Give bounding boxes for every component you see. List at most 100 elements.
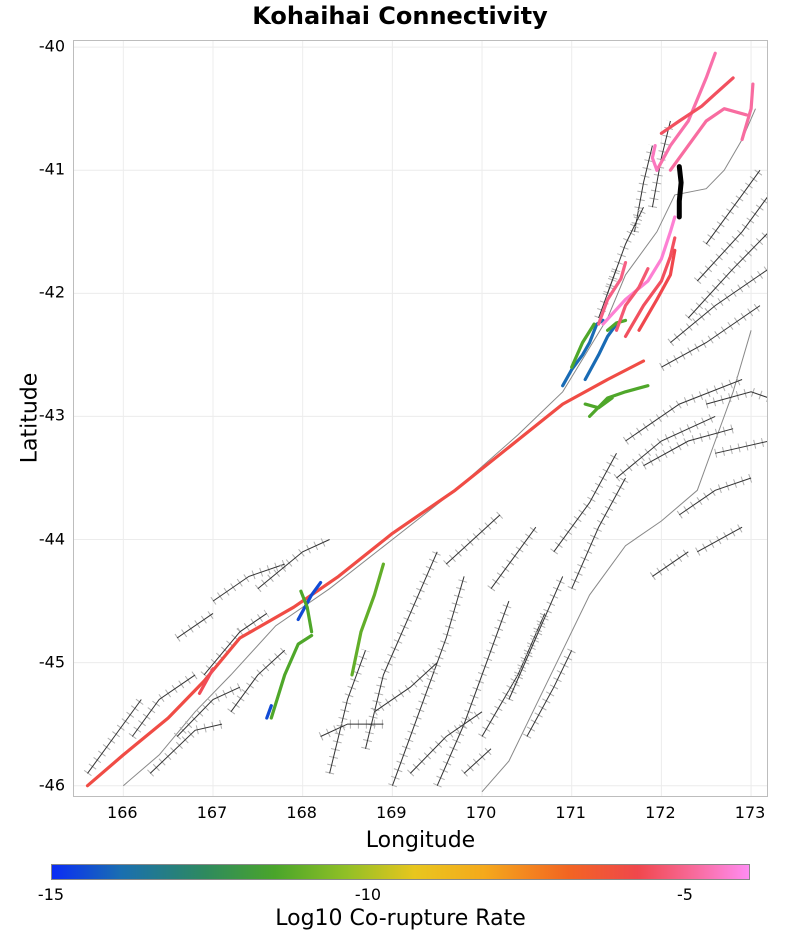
rupture-segment-5[interactable]	[350, 562, 385, 677]
x-tick-label: 173	[734, 803, 766, 822]
background-fault-29	[706, 391, 767, 405]
y-tick-label: -45	[38, 652, 65, 672]
selected-fault-layer	[676, 164, 684, 220]
rupture-segment-3[interactable]	[269, 633, 314, 720]
background-fault-26	[679, 477, 752, 516]
colorbar-tick-min: -15	[37, 885, 65, 904]
background-fault-2	[176, 686, 241, 737]
gridlines	[74, 41, 767, 796]
background-fault-22	[651, 120, 671, 208]
background-fault-35	[87, 699, 142, 774]
rupture-segment-7[interactable]	[588, 384, 650, 418]
background-fault-5	[391, 576, 465, 786]
rupture-segment-18[interactable]	[655, 51, 717, 172]
rupture-segment-1[interactable]	[197, 667, 215, 695]
background-fault-13	[553, 453, 617, 553]
rupture-segment-19[interactable]	[659, 76, 735, 135]
background-fault-14	[616, 415, 716, 479]
y-tick-label: -43	[38, 405, 65, 425]
x-tick-label: 166	[107, 803, 138, 822]
map-plot-area[interactable]	[73, 40, 768, 797]
background-fault-10	[409, 711, 483, 774]
fault-section-outline-16	[641, 424, 735, 470]
rupture-segment-2[interactable]	[296, 581, 323, 622]
fault-section-outline-13	[550, 451, 621, 555]
rupture-segment-13[interactable]	[601, 215, 677, 326]
background-fault-40	[320, 723, 384, 737]
east-coast-line	[481, 330, 752, 793]
colorbar-tick-max: -5	[677, 885, 693, 904]
background-fault-20	[696, 196, 767, 282]
rupture-segment-14[interactable]	[614, 267, 650, 332]
background-fault-39	[463, 748, 492, 774]
x-tick-label: 170	[465, 803, 497, 822]
rupture-segment-9[interactable]	[561, 318, 605, 388]
background-faults-layer	[83, 119, 767, 788]
background-fault-9	[329, 650, 366, 774]
y-tick-label: -46	[38, 775, 65, 795]
x-tick-label: 168	[286, 803, 317, 822]
background-fault-28	[652, 551, 689, 577]
background-fault-7	[481, 613, 546, 737]
rupture-segment-0[interactable]	[85, 359, 646, 788]
y-tick-label: -42	[38, 282, 65, 302]
background-fault-11	[374, 662, 438, 713]
colorbar-label: Log10 Co-rupture Rate	[275, 906, 526, 931]
background-fault-8	[508, 576, 564, 700]
colorbar-tick-mid: -10	[354, 885, 382, 904]
background-fault-25	[598, 268, 617, 319]
rupture-segment-22[interactable]	[650, 144, 659, 172]
rupture-segment-11[interactable]	[570, 322, 596, 369]
fault-section-outline-14	[613, 412, 718, 482]
x-tick-label: 171	[555, 803, 586, 822]
rupture-segment-8[interactable]	[583, 396, 614, 410]
coastline-line	[122, 108, 756, 787]
fault-section-outline-6	[433, 599, 514, 788]
map-title: Kohaihai Connectivity	[252, 2, 548, 30]
background-fault-37	[490, 526, 537, 589]
x-tick-label: 169	[376, 803, 407, 822]
background-fault-32	[212, 563, 285, 602]
y-tick-label: -40	[38, 36, 65, 56]
background-fault-6	[436, 600, 510, 786]
fault-section-outline-9	[325, 648, 370, 775]
background-fault-33	[257, 539, 330, 590]
y-tick-label: -41	[38, 159, 65, 179]
background-fault-31	[176, 612, 214, 639]
background-fault-27	[697, 526, 743, 553]
background-fault-38	[526, 650, 573, 737]
y-axis-label: Latitude	[17, 372, 43, 464]
colorbar	[51, 864, 750, 880]
kohaihai-selected-fault[interactable]	[676, 164, 684, 220]
fault-section-outline-29	[705, 387, 767, 409]
rupture-segment-4[interactable]	[299, 589, 314, 634]
rupture-segment-10[interactable]	[583, 322, 619, 382]
background-fault-15	[625, 379, 743, 442]
rupture-segment-16[interactable]	[597, 261, 628, 326]
fault-section-outline-2	[173, 683, 242, 740]
x-tick-label: 172	[645, 803, 676, 822]
rupture-segment-6[interactable]	[265, 704, 273, 720]
coastline-layer	[122, 108, 756, 793]
background-fault-30	[715, 440, 767, 454]
background-fault-3	[149, 723, 223, 774]
background-fault-34	[131, 674, 196, 737]
rupture-segment-17[interactable]	[637, 248, 677, 332]
x-axis-label: Longitude	[365, 828, 476, 853]
rupture-layer	[85, 51, 755, 788]
background-fault-1	[230, 649, 286, 713]
background-fault-17	[661, 305, 761, 368]
rupture-segment-12[interactable]	[606, 318, 628, 332]
rupture-segment-21[interactable]	[740, 82, 755, 142]
background-fault-0	[203, 612, 268, 676]
background-fault-4	[365, 551, 438, 749]
background-fault-18	[670, 269, 767, 343]
rupture-segment-15[interactable]	[623, 236, 677, 338]
fault-section-outline-40	[318, 719, 384, 741]
background-fault-21	[705, 169, 761, 245]
x-tick-label: 167	[196, 803, 228, 822]
rupture-segment-20[interactable]	[668, 107, 749, 172]
background-fault-23	[634, 145, 653, 232]
fault-section-outline-4	[361, 549, 442, 750]
y-tick-label: -44	[38, 529, 65, 548]
